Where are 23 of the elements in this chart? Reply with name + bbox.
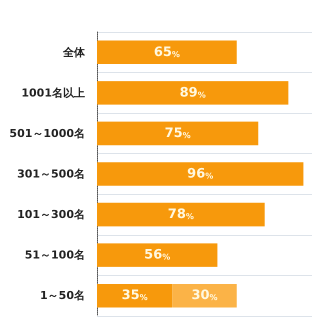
data-label: 35% [122,288,148,304]
y-tick-label: 301～500名 [17,168,85,180]
data-label: 65% [154,44,180,60]
y-tick-label: 1001名以上 [21,86,85,100]
bar [97,162,304,186]
data-label: 56% [144,248,170,263]
bar [97,81,288,105]
bar [97,243,218,267]
data-label: 30% [191,288,218,304]
bar [97,202,265,226]
data-label: 75% [164,126,191,141]
y-tick-label: 全体 [62,46,86,59]
y-tick-label: 51～100名 [24,248,85,262]
data-label: 89% [180,85,206,100]
bar [172,284,237,308]
y-tick-label: 101～300名 [17,208,85,222]
y-tick-label: 1～50名 [40,289,85,302]
data-label: 96% [187,166,214,182]
y-tick-label: 501～1000名 [9,126,85,140]
bar [97,40,237,64]
data-label: 78% [168,207,194,222]
bar [97,122,258,146]
bar [97,284,172,308]
